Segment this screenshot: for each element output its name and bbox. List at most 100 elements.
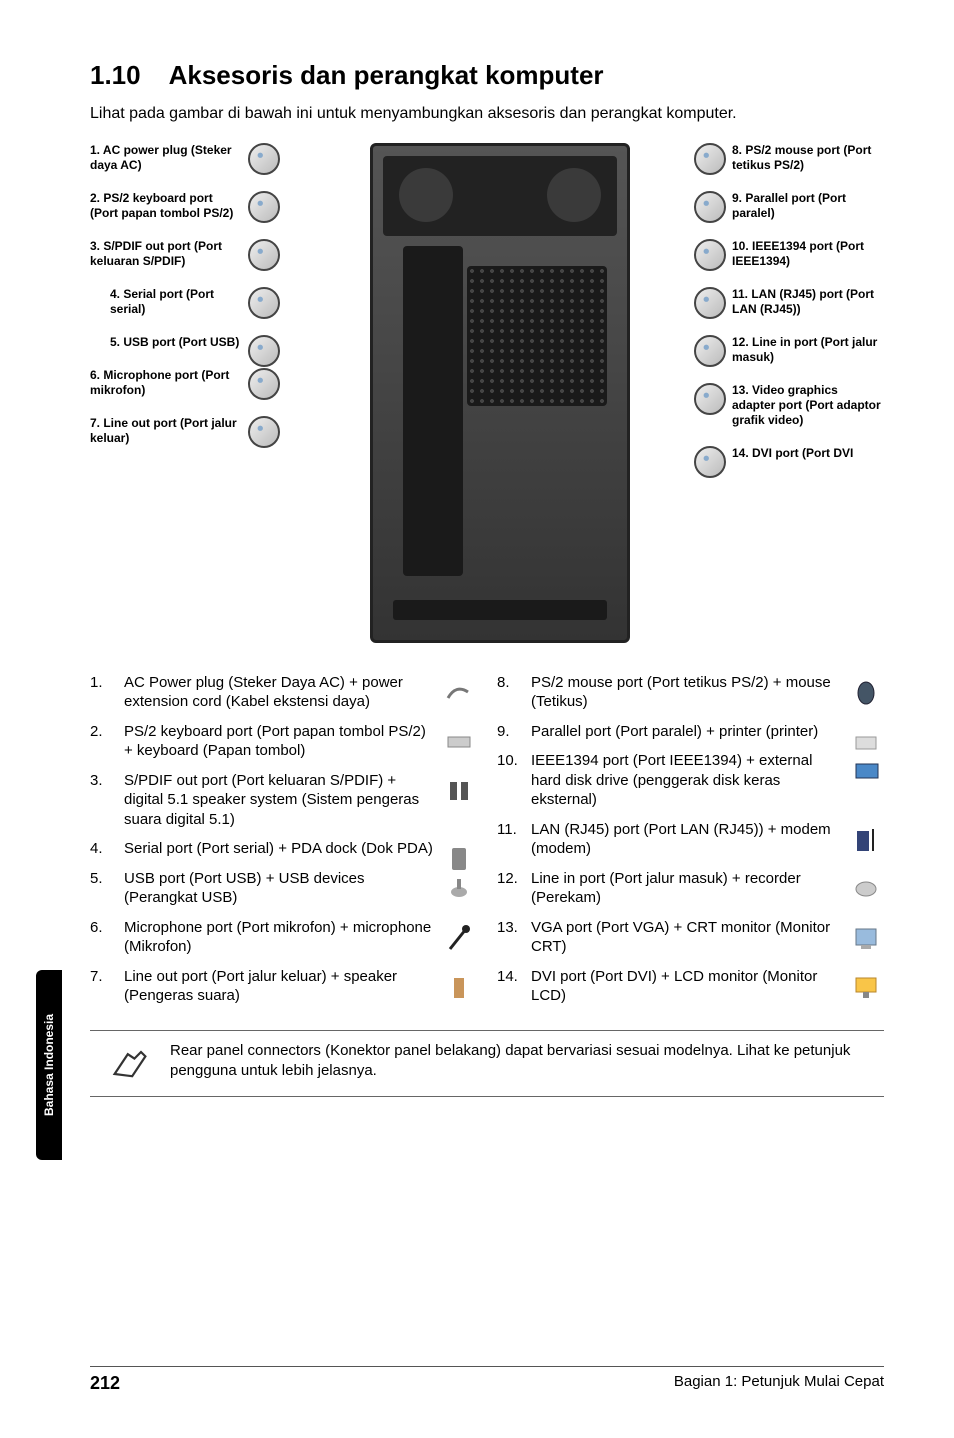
- accessory-list-right: 8.PS/2 mouse port (Port tetikus PS/2) + …: [497, 673, 884, 1016]
- item-number: 7.: [90, 967, 124, 987]
- port-circle-icon: [248, 416, 280, 448]
- item-number: 6.: [90, 918, 124, 938]
- list-item: 9.Parallel port (Port paralel) + printer…: [497, 722, 884, 742]
- mouse-icon: [848, 675, 884, 711]
- port-circle-icon: [694, 287, 726, 319]
- item-text: Line in port (Port jalur masuk) + record…: [531, 869, 840, 908]
- diagram-right-label: 14. DVI port (Port DVI: [694, 446, 884, 461]
- port-circle-icon: [694, 143, 726, 175]
- note-hand-icon: [108, 1041, 152, 1090]
- port-circle-icon: [248, 287, 280, 319]
- item-text: VGA port (Port VGA) + CRT monitor (Monit…: [531, 918, 840, 957]
- modem-icon: [848, 822, 884, 858]
- diagram-right-label: 9. Parallel port (Port paralel): [694, 191, 884, 221]
- item-text: Line out port (Port jalur keluar) + spea…: [124, 967, 433, 1006]
- diagram-right-label: 12. Line in port (Port jalur masuk): [694, 335, 884, 365]
- label-text: 8. PS/2 mouse port (Port tetikus PS/2): [732, 143, 871, 172]
- diagram-left-label: 2. PS/2 keyboard port (Port papan tombol…: [90, 191, 280, 221]
- usb-icon: [441, 871, 477, 907]
- item-number: 5.: [90, 869, 124, 889]
- list-item: 11.LAN (RJ45) port (Port LAN (RJ45)) + m…: [497, 820, 884, 859]
- label-text: 5. USB port (Port USB): [110, 335, 239, 349]
- footer-section-text: Bagian 1: Petunjuk Mulai Cepat: [674, 1373, 884, 1394]
- recorder-icon: [848, 871, 884, 907]
- item-number: 4.: [90, 839, 124, 859]
- crt-icon: [848, 920, 884, 956]
- diagram-left-labels: 1. AC power plug (Steker daya AC) 2. PS/2…: [90, 143, 280, 464]
- diagram-right-label: 11. LAN (RJ45) port (Port LAN (RJ45)): [694, 287, 884, 317]
- label-text: 13. Video graphics adapter port (Port ad…: [732, 383, 881, 427]
- port-circle-icon: [694, 239, 726, 271]
- diagram-left-label: 3. S/PDIF out port (Port keluaran S/PDIF…: [90, 239, 280, 269]
- computer-tower-illustration: [370, 143, 630, 643]
- diagram-left-label: 6. Microphone port (Port mikrofon): [90, 368, 280, 398]
- note-text: Rear panel connectors (Konektor panel be…: [170, 1041, 858, 1082]
- list-item: 6.Microphone port (Port mikrofon) + micr…: [90, 918, 477, 957]
- port-circle-icon: [248, 239, 280, 271]
- page-footer: 212 Bagian 1: Petunjuk Mulai Cepat: [90, 1366, 884, 1394]
- mic-icon: [441, 920, 477, 956]
- item-number: 12.: [497, 869, 531, 889]
- keyboard-icon: [441, 724, 477, 760]
- item-text: USB port (Port USB) + USB devices (Peran…: [124, 869, 433, 908]
- section-number: 1.10: [90, 60, 141, 90]
- note-box: Rear panel connectors (Konektor panel be…: [90, 1030, 884, 1097]
- item-text: PS/2 mouse port (Port tetikus PS/2) + mo…: [531, 673, 840, 712]
- diagram-right-label: 10. IEEE1394 port (Port IEEE1394): [694, 239, 884, 269]
- expansion-slot-icon: [393, 600, 607, 620]
- diagram-left-label: 5. USB port (Port USB): [90, 335, 280, 350]
- list-item: 8.PS/2 mouse port (Port tetikus PS/2) + …: [497, 673, 884, 712]
- port-circle-icon: [248, 191, 280, 223]
- diagram-right-labels: 8. PS/2 mouse port (Port tetikus PS/2) 9.…: [694, 143, 884, 479]
- list-item: 10.IEEE1394 port (Port IEEE1394) + exter…: [497, 751, 884, 810]
- label-text: 7. Line out port (Port jalur keluar): [90, 416, 237, 445]
- item-number: 10.: [497, 751, 531, 771]
- item-number: 13.: [497, 918, 531, 938]
- item-number: 2.: [90, 722, 124, 742]
- item-text: DVI port (Port DVI) + LCD monitor (Monit…: [531, 967, 840, 1006]
- page-number: 212: [90, 1373, 120, 1394]
- vent-grid-icon: [467, 266, 607, 406]
- item-number: 14.: [497, 967, 531, 987]
- item-text: Parallel port (Port paralel) + printer (…: [531, 722, 840, 742]
- intro-text: Lihat pada gambar di bawah ini untuk men…: [90, 103, 884, 125]
- hdd-icon: [848, 753, 884, 789]
- list-item: 7.Line out port (Port jalur keluar) + sp…: [90, 967, 477, 1006]
- list-item: 13.VGA port (Port VGA) + CRT monitor (Mo…: [497, 918, 884, 957]
- item-number: 11.: [497, 820, 531, 840]
- lcd-icon: [848, 969, 884, 1005]
- item-number: 9.: [497, 722, 531, 742]
- item-text: LAN (RJ45) port (Port LAN (RJ45)) + mode…: [531, 820, 840, 859]
- list-item: 4.Serial port (Port serial) + PDA dock (…: [90, 839, 477, 859]
- section-heading-text: Aksesoris dan perangkat komputer: [169, 60, 604, 90]
- item-text: IEEE1394 port (Port IEEE1394) + external…: [531, 751, 840, 810]
- accessory-list-left: 1.AC Power plug (Steker Daya AC) + power…: [90, 673, 477, 1016]
- diagram-right-label: 13. Video graphics adapter port (Port ad…: [694, 383, 884, 428]
- label-text: 14. DVI port (Port DVI: [732, 446, 853, 460]
- list-item: 5.USB port (Port USB) + USB devices (Per…: [90, 869, 477, 908]
- list-item: 14.DVI port (Port DVI) + LCD monitor (Mo…: [497, 967, 884, 1006]
- accessory-list: 1.AC Power plug (Steker Daya AC) + power…: [90, 673, 884, 1016]
- diagram-left-label: 4. Serial port (Port serial): [90, 287, 280, 317]
- psu-area-icon: [383, 156, 617, 236]
- label-text: 9. Parallel port (Port paralel): [732, 191, 846, 220]
- item-number: 3.: [90, 771, 124, 791]
- list-item: 3.S/PDIF out port (Port keluaran S/PDIF)…: [90, 771, 477, 830]
- list-item: 2.PS/2 keyboard port (Port papan tombol …: [90, 722, 477, 761]
- cable-icon: [441, 675, 477, 711]
- list-item: 1.AC Power plug (Steker Daya AC) + power…: [90, 673, 477, 712]
- diagram-right-label: 8. PS/2 mouse port (Port tetikus PS/2): [694, 143, 884, 173]
- diagram-left-label: 1. AC power plug (Steker daya AC): [90, 143, 280, 173]
- port-circle-icon: [694, 335, 726, 367]
- label-text: 4. Serial port (Port serial): [110, 287, 214, 316]
- port-circle-icon: [248, 143, 280, 175]
- port-circle-icon: [694, 446, 726, 478]
- port-circle-icon: [248, 368, 280, 400]
- item-text: AC Power plug (Steker Daya AC) + power e…: [124, 673, 433, 712]
- port-circle-icon: [694, 383, 726, 415]
- language-tab: Bahasa Indonesia: [36, 970, 62, 1160]
- label-text: 11. LAN (RJ45) port (Port LAN (RJ45)): [732, 287, 874, 316]
- item-text: Serial port (Port serial) + PDA dock (Do…: [124, 839, 433, 859]
- label-text: 6. Microphone port (Port mikrofon): [90, 368, 229, 397]
- speakers-icon: [441, 773, 477, 809]
